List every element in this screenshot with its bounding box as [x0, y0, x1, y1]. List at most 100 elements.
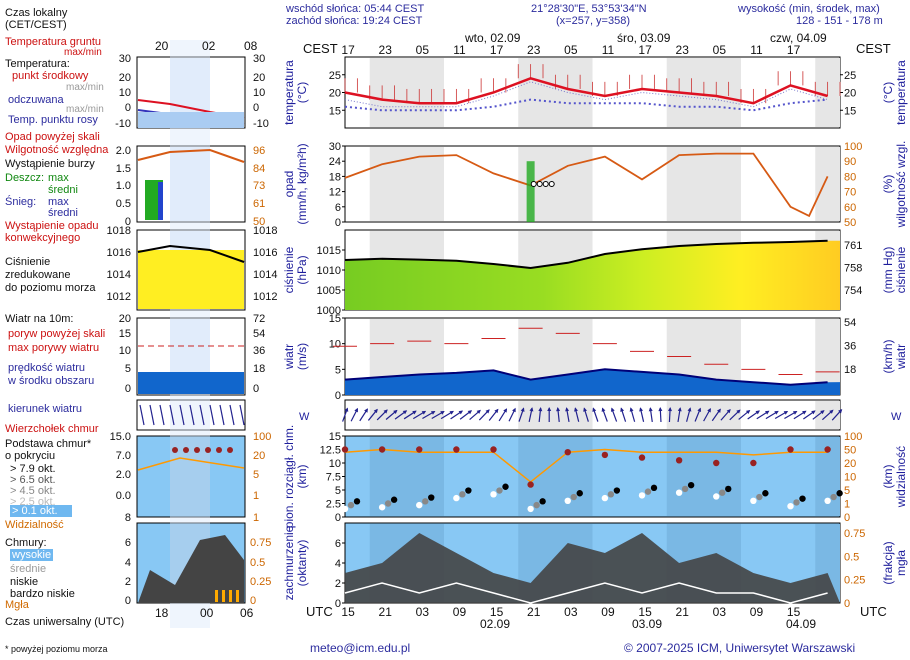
- visibility-label: Widzialność: [5, 519, 64, 531]
- night-band-4-1: [518, 437, 593, 516]
- cloud-base-point-0-0: [341, 505, 349, 513]
- wind-arrow-head-58.5: [707, 408, 711, 413]
- wind-arrow-head-43.5: [610, 407, 615, 412]
- legend-wind-tick-left-0: 20: [119, 313, 131, 325]
- axis-title-left-5: zachmurzenie: [282, 525, 296, 600]
- wind-arrow-head-61.5: [726, 408, 731, 414]
- wind-arrow-18: [450, 410, 464, 420]
- axis-title-right-2: ciśnienie: [894, 246, 908, 293]
- okt-65: > 6.5 okt.: [10, 474, 56, 486]
- cloud-base-point-7-0: [601, 494, 609, 502]
- vis-ytick-right-6: 100: [844, 431, 862, 443]
- wind-arrow-head-16.5: [449, 410, 454, 415]
- wind-speed-area: [345, 369, 840, 395]
- cloud-base-point-13-1: [830, 493, 837, 501]
- wind-arrow-16.5: [440, 410, 454, 420]
- legend-night-column: [170, 40, 210, 628]
- temp-ytick-left-2: 25: [329, 70, 341, 82]
- legend-pres-tick-right-0: 1018: [253, 225, 277, 237]
- utc-tick-8: 15: [638, 605, 652, 619]
- wind-arrow-head-36: [565, 407, 570, 412]
- cloud-base-point-0-1: [347, 501, 355, 509]
- cloud-base-point-12-0: [787, 503, 794, 510]
- cloud-top-point-5: [527, 481, 534, 488]
- legend-pres-tick-right-1: 1016: [253, 247, 277, 259]
- wind-direction-label: kierunek wiatru: [8, 403, 82, 415]
- wind-arrow-head-45: [620, 407, 625, 412]
- cloud-base-point-9-0: [675, 489, 683, 496]
- legend-bottom-tick-1: 00: [200, 606, 214, 620]
- legend-wind-area: [138, 372, 244, 394]
- wind-arrow-head-31.5: [538, 407, 543, 412]
- axis-title-right-5: mgła: [894, 550, 908, 576]
- legend-temp-tick-right-4: -10: [253, 118, 269, 130]
- cloud-base-point-10-1: [719, 489, 726, 496]
- clouds-middle-label: średnie: [10, 563, 47, 575]
- legend-cover-tick-1: 4: [125, 557, 131, 569]
- wind-arrow-head-54: [677, 407, 682, 412]
- axis-title-left-1: opad: [282, 171, 296, 198]
- legend-wind-arrow-7: [209, 404, 215, 426]
- wind-arrow-head-64.5: [745, 409, 751, 415]
- prec-ytick-left-4: 24: [329, 156, 341, 168]
- cloud-top-point-9: [675, 457, 683, 464]
- apparent-label: odczuwana: [8, 94, 64, 106]
- legend-cover-tick-0: 6: [125, 537, 131, 549]
- contact-email[interactable]: meteo@icm.edu.pl: [310, 641, 411, 655]
- hum-ytick-right-3: 80: [844, 171, 856, 183]
- cloud-base-point-4-0: [490, 491, 497, 498]
- cloud-base-point-10-2: [725, 485, 732, 493]
- wind-arrow-69: [765, 410, 779, 420]
- wind-arrow-head-3: [364, 408, 368, 413]
- legend-temp-tick-right-1: 20: [253, 72, 265, 84]
- pressure-series: [344, 239, 828, 270]
- rain-bar-5: [526, 161, 535, 222]
- day-top-2: czw, 04.09: [770, 31, 827, 45]
- legend-wind-arrow-6: [199, 404, 205, 426]
- wind-arrow-head-42: [601, 407, 606, 412]
- sunrise: wschód słońca: 05:44 CEST: [286, 3, 425, 15]
- legend-pres-tick-left-1: 1016: [107, 247, 131, 259]
- storm-marker-0: [530, 181, 537, 187]
- wind-arrow-27: [508, 407, 516, 422]
- legend-cloud-tick-1: 7.0: [116, 450, 131, 462]
- legend-cover-tick-2: 2: [125, 576, 131, 588]
- legend-wind-arrow-3: [169, 404, 175, 426]
- axis-title-right-3: wiatr: [894, 344, 908, 370]
- wind-area-label: w środku obszaru: [8, 375, 95, 387]
- legend-hum-tick-1: 84: [253, 163, 265, 175]
- cloud-base-point-12-1: [793, 499, 800, 506]
- legend-pres-tick-left-0: 1018: [107, 225, 131, 237]
- wind-arrow-head-27: [512, 407, 516, 413]
- legend-wind-tick-left-3: 5: [125, 363, 131, 375]
- legend-prec-tick-1: 1.5: [116, 163, 131, 175]
- wind-arrow-head-55.5: [687, 407, 692, 412]
- day-bottom-0: 02.09: [480, 617, 510, 631]
- cloud-base-point-2-1: [422, 498, 429, 505]
- wind-title: Wiatr na 10m:: [5, 313, 74, 325]
- meteogram: 1520251520250612182430506070809010010001…: [107, 31, 908, 631]
- legend-prec-tick-4: 0: [125, 216, 131, 228]
- wind-arrow-48: [639, 407, 645, 422]
- wind-arrow-head-57: [697, 407, 702, 413]
- wind-arrow-57: [694, 407, 702, 422]
- wind-arrow-head-66: [755, 410, 760, 415]
- cover-ytick-left-2: 4: [335, 558, 341, 570]
- precip-convective-label: konwekcyjnego: [5, 232, 81, 244]
- wind-arrow-head-22.5: [485, 409, 490, 414]
- legend-wind-arrow-4: [179, 404, 185, 426]
- wind-speed-label: prędkość wiatru: [8, 362, 86, 374]
- wind-arrow-76.5: [812, 410, 825, 420]
- fog-ytick-right-0: 0: [844, 598, 850, 610]
- cloud-base-point-3-0: [453, 494, 460, 502]
- wind-dir-night-1: [518, 401, 593, 429]
- cest-tick-8: 17: [638, 43, 652, 57]
- cest-tick-5: 23: [527, 43, 541, 57]
- wind-ytick-left-1: 5: [335, 364, 341, 376]
- axis-unit-left-1: (mm/h, kg/m²h): [295, 143, 309, 224]
- axis-unit-right-3: (km/h): [881, 340, 895, 374]
- legend-cloud-top-1: [183, 447, 189, 453]
- night-band-3-3: [815, 319, 840, 394]
- wind-arrow-61.5: [720, 408, 731, 421]
- wind-arrow-0: [342, 407, 349, 422]
